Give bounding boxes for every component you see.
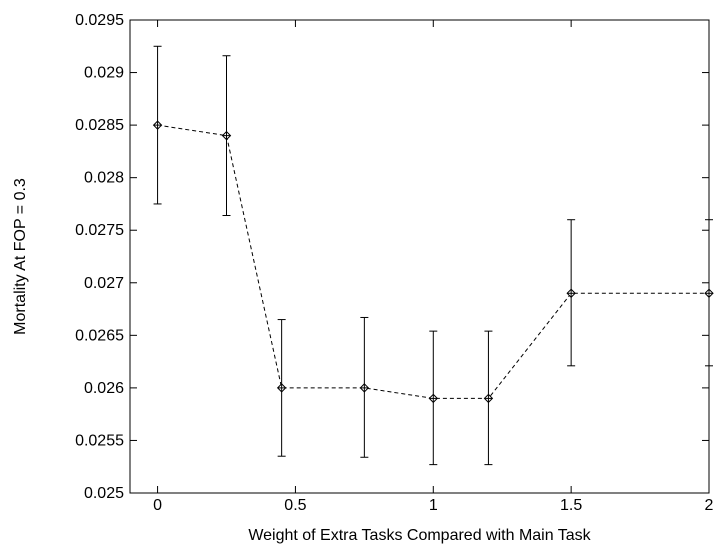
y-tick-label: 0.0295 <box>75 12 124 29</box>
y-tick-label: 0.0275 <box>75 222 124 239</box>
data-point <box>566 288 576 298</box>
x-tick-label: 0 <box>153 497 162 514</box>
y-axis-label: Mortality At FOP = 0.3 <box>12 178 29 335</box>
y-tick-label: 0.027 <box>84 275 124 292</box>
y-tick-label: 0.026 <box>84 380 124 397</box>
y-tick-label: 0.029 <box>84 65 124 82</box>
axis-ticks: 0.025 0.0255 0.026 0.0265 0.027 0.0275 0.028 0.… <box>75 12 713 514</box>
plot-frame <box>129 19 710 494</box>
y-tick-label: 0.0285 <box>75 117 124 134</box>
data-point <box>483 393 494 404</box>
y-tick-label: 0.0265 <box>75 327 124 344</box>
data-point <box>428 393 438 404</box>
x-tick-label: 1.5 <box>560 497 582 514</box>
x-tick-label: 1 <box>429 497 438 514</box>
data-markers <box>152 120 714 404</box>
series-line-group <box>157 124 709 399</box>
x-axis-label: Weight of Extra Tasks Compared with Main… <box>248 527 591 544</box>
data-point <box>359 383 370 393</box>
y-tick-label: 0.0255 <box>75 432 124 449</box>
y-tick-label: 0.028 <box>84 170 124 187</box>
series-line <box>157 124 709 399</box>
y-tick-label: 0.025 <box>84 485 124 502</box>
x-tick-label: 2 <box>705 497 714 514</box>
data-point <box>276 383 287 393</box>
data-point <box>152 120 163 130</box>
data-point <box>221 130 232 141</box>
x-tick-label: 0.5 <box>284 497 306 514</box>
